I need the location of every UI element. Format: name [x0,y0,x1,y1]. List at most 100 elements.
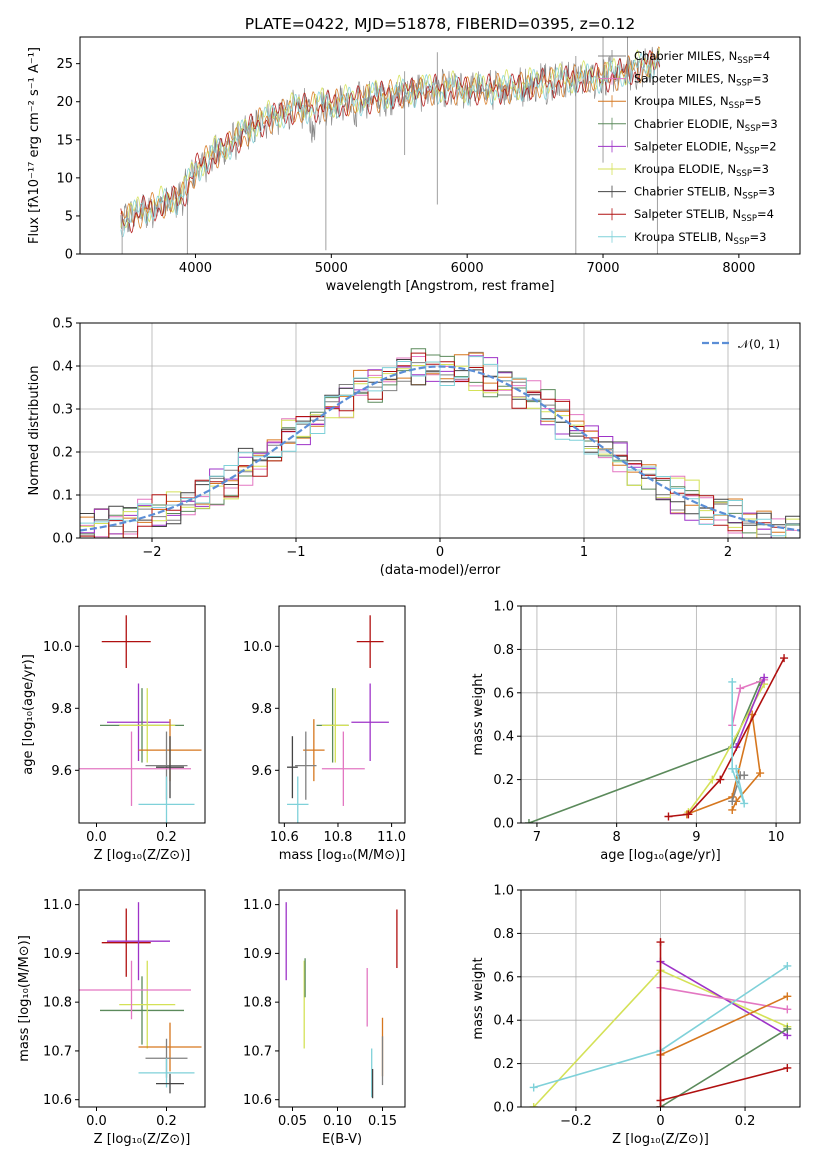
y-tick-label: 1.0 [493,600,514,615]
y-tick-label: 0.8 [493,643,514,658]
plot-area [529,938,792,1107]
weight-marker-kroupa-elodie [529,1103,538,1107]
x-tick-label: 0.2 [735,1114,756,1129]
x-tick-label: 2 [724,545,732,560]
spectrum-model-salpeter-stelib [120,49,660,234]
x-axis-label: Z [log₁₀(Z/Z⊙)] [94,1132,191,1147]
legend-name: Salpeter ELODIE, N [634,139,744,153]
x-tick-label: 4000 [179,261,212,276]
x-tick-label: −2 [142,545,161,560]
weight-line-kroupa-stelib [731,682,745,804]
weight-marker-salpeter-stelib [664,812,673,821]
x-axis-label: Z [log₁₀(Z/Z⊙)] [612,1132,709,1147]
legend-entry-chabrier-elodie: Chabrier ELODIE, NSSP=3 [634,117,778,134]
y-tick-label: 0.2 [493,773,514,788]
chart-spectrum: 4000 5000 6000 7000 8000 0 5 10 15 20 25 wavelength… [27,15,801,294]
x-tick-label: 0 [656,1114,664,1129]
y-tick-label: 9.8 [251,702,272,717]
y-tick-label: 10.9 [243,947,272,962]
weight-marker-kroupa-stelib [740,799,749,808]
weight-marker-salpeter-stelib [780,654,789,663]
plot-area [287,615,389,823]
legend-name: Salpeter MILES, N [634,72,736,86]
axes-frame [79,36,801,255]
weight-marker-salpeter-stelib [783,1063,792,1072]
axes-frame [79,322,801,539]
plot-area [120,37,661,254]
legend-name: Kroupa MILES, N [634,94,729,108]
weight-marker-kroupa-miles [756,769,765,778]
x-axis-label: mass [log₁₀(M/M⊙)] [279,848,406,863]
x-tick-label: 0.2 [156,830,177,845]
legend-name: Salpeter STELIB, N [634,207,741,221]
chart-age-vs-mass: 10.6 10.8 11.0 9.6 9.8 10.0 mass [log₁₀(M/M⊙)] [243,605,406,863]
axes-frame [78,605,206,824]
x-tick-label: 6000 [451,261,484,276]
errorbar-salpeter-miles [321,731,365,806]
legend-nssp: =3 [758,185,775,199]
y-tick-label: 10.9 [43,947,72,962]
y-tick-label: 1.0 [493,884,514,899]
errorbar-kroupa-stelib [138,1058,195,1088]
legend-nssp: =4 [753,49,770,63]
y-tick-label: 0.6 [493,686,514,701]
legend-entry-salpeter-elodie: Salpeter ELODIE, NSSP=2 [634,139,777,156]
weight-line-salpeter-miles [660,986,788,1011]
y-tick-label: 0.5 [52,317,73,332]
legend-sub: SSP [744,146,760,156]
x-tick-label: 5000 [315,261,348,276]
chart-mass-vs-ebv: 0.05 0.10 0.15 10.6 10.7 10.8 10.9 11.0 E(B-V) [243,889,406,1147]
x-tick-label: 0.0 [86,830,107,845]
y-tick-label: 9.6 [251,764,272,779]
errorbar-chabrier-stelib [156,736,184,799]
errorbar-salpeter-miles [79,960,191,1020]
errorbar-salpeter-stelib [101,908,151,977]
x-tick-label: 7000 [586,261,619,276]
spectrum-model-kroupa-miles [120,46,660,230]
chart-mass-vs-z: 0.0 0.2 10.6 10.7 10.8 10.9 11.0 Z [log₁₀(Z/Z⊙)… [17,889,206,1147]
legend-entry-kroupa-stelib: Kroupa STELIB, NSSP=3 [634,230,766,247]
y-tick-label: 0.4 [493,730,514,745]
y-tick-label: 15 [56,133,73,148]
y-tick-label: 10.0 [43,640,72,655]
y-tick-label: 10.7 [243,1044,272,1059]
y-tick-label: 0.6 [493,970,514,985]
y-tick-label: 10 [56,171,73,186]
legend-sub: SSP [734,237,750,247]
y-tick-label: 9.8 [51,702,72,717]
weight-line-chabrier-elodie [528,681,761,823]
weight-marker-salpeter-stelib [684,810,693,819]
y-tick-label: 10.8 [243,996,272,1011]
errorbar-chabrier-stelib [156,1073,184,1094]
y-axis-label: mass weight [471,957,486,1039]
errorbar-salpeter-elodie [107,683,170,761]
chart-residuals: −2 −1 0 1 2 0.0 0.1 0.2 0.3 0.4 0.5 (data-model)/er… [27,317,801,578]
errorbar-salpeter-elodie [351,683,389,761]
legend-entry-chabrier-miles: Chabrier MILES, NSSP=4 [634,49,770,66]
weight-line-salpeter-elodie [735,677,765,748]
weight-marker-salpeter-miles [736,684,745,693]
weight-marker-salpeter-miles [783,1005,792,1014]
normal-curve [80,365,800,532]
chart-weight-vs-age: 7 8 9 10 0.0 0.2 0.4 0.6 0.8 1.0 age [log₁₀(age/yr… [471,600,801,863]
legend-entry-kroupa-miles: Kroupa MILES, NSSP=5 [634,94,761,111]
histogram-kroupa-stelib [80,356,800,537]
errorbar-salpeter-elodie [107,902,170,981]
legend-sub: SSP [742,192,758,202]
legend-nssp: =3 [752,162,769,176]
weight-marker-chabrier-miles [728,797,737,806]
y-tick-label: 11.0 [43,898,72,913]
x-tick-label: 0.05 [278,1114,307,1129]
legend-sub: SSP [729,101,745,111]
errorbar-salpeter-miles [79,731,191,806]
legend-name: Kroupa STELIB, N [634,230,734,244]
y-tick-label: 11.0 [243,898,272,913]
weight-marker-salpeter-elodie [760,673,769,682]
legend-nssp: =2 [760,139,777,153]
axes-frame [78,889,206,1108]
x-tick-label: 8 [613,830,621,845]
x-tick-label: 7 [533,830,541,845]
y-axis-label: mass weight [471,673,486,755]
legend-name: Kroupa ELODIE, N [634,162,736,176]
errorbar-salpeter-stelib [101,615,151,668]
